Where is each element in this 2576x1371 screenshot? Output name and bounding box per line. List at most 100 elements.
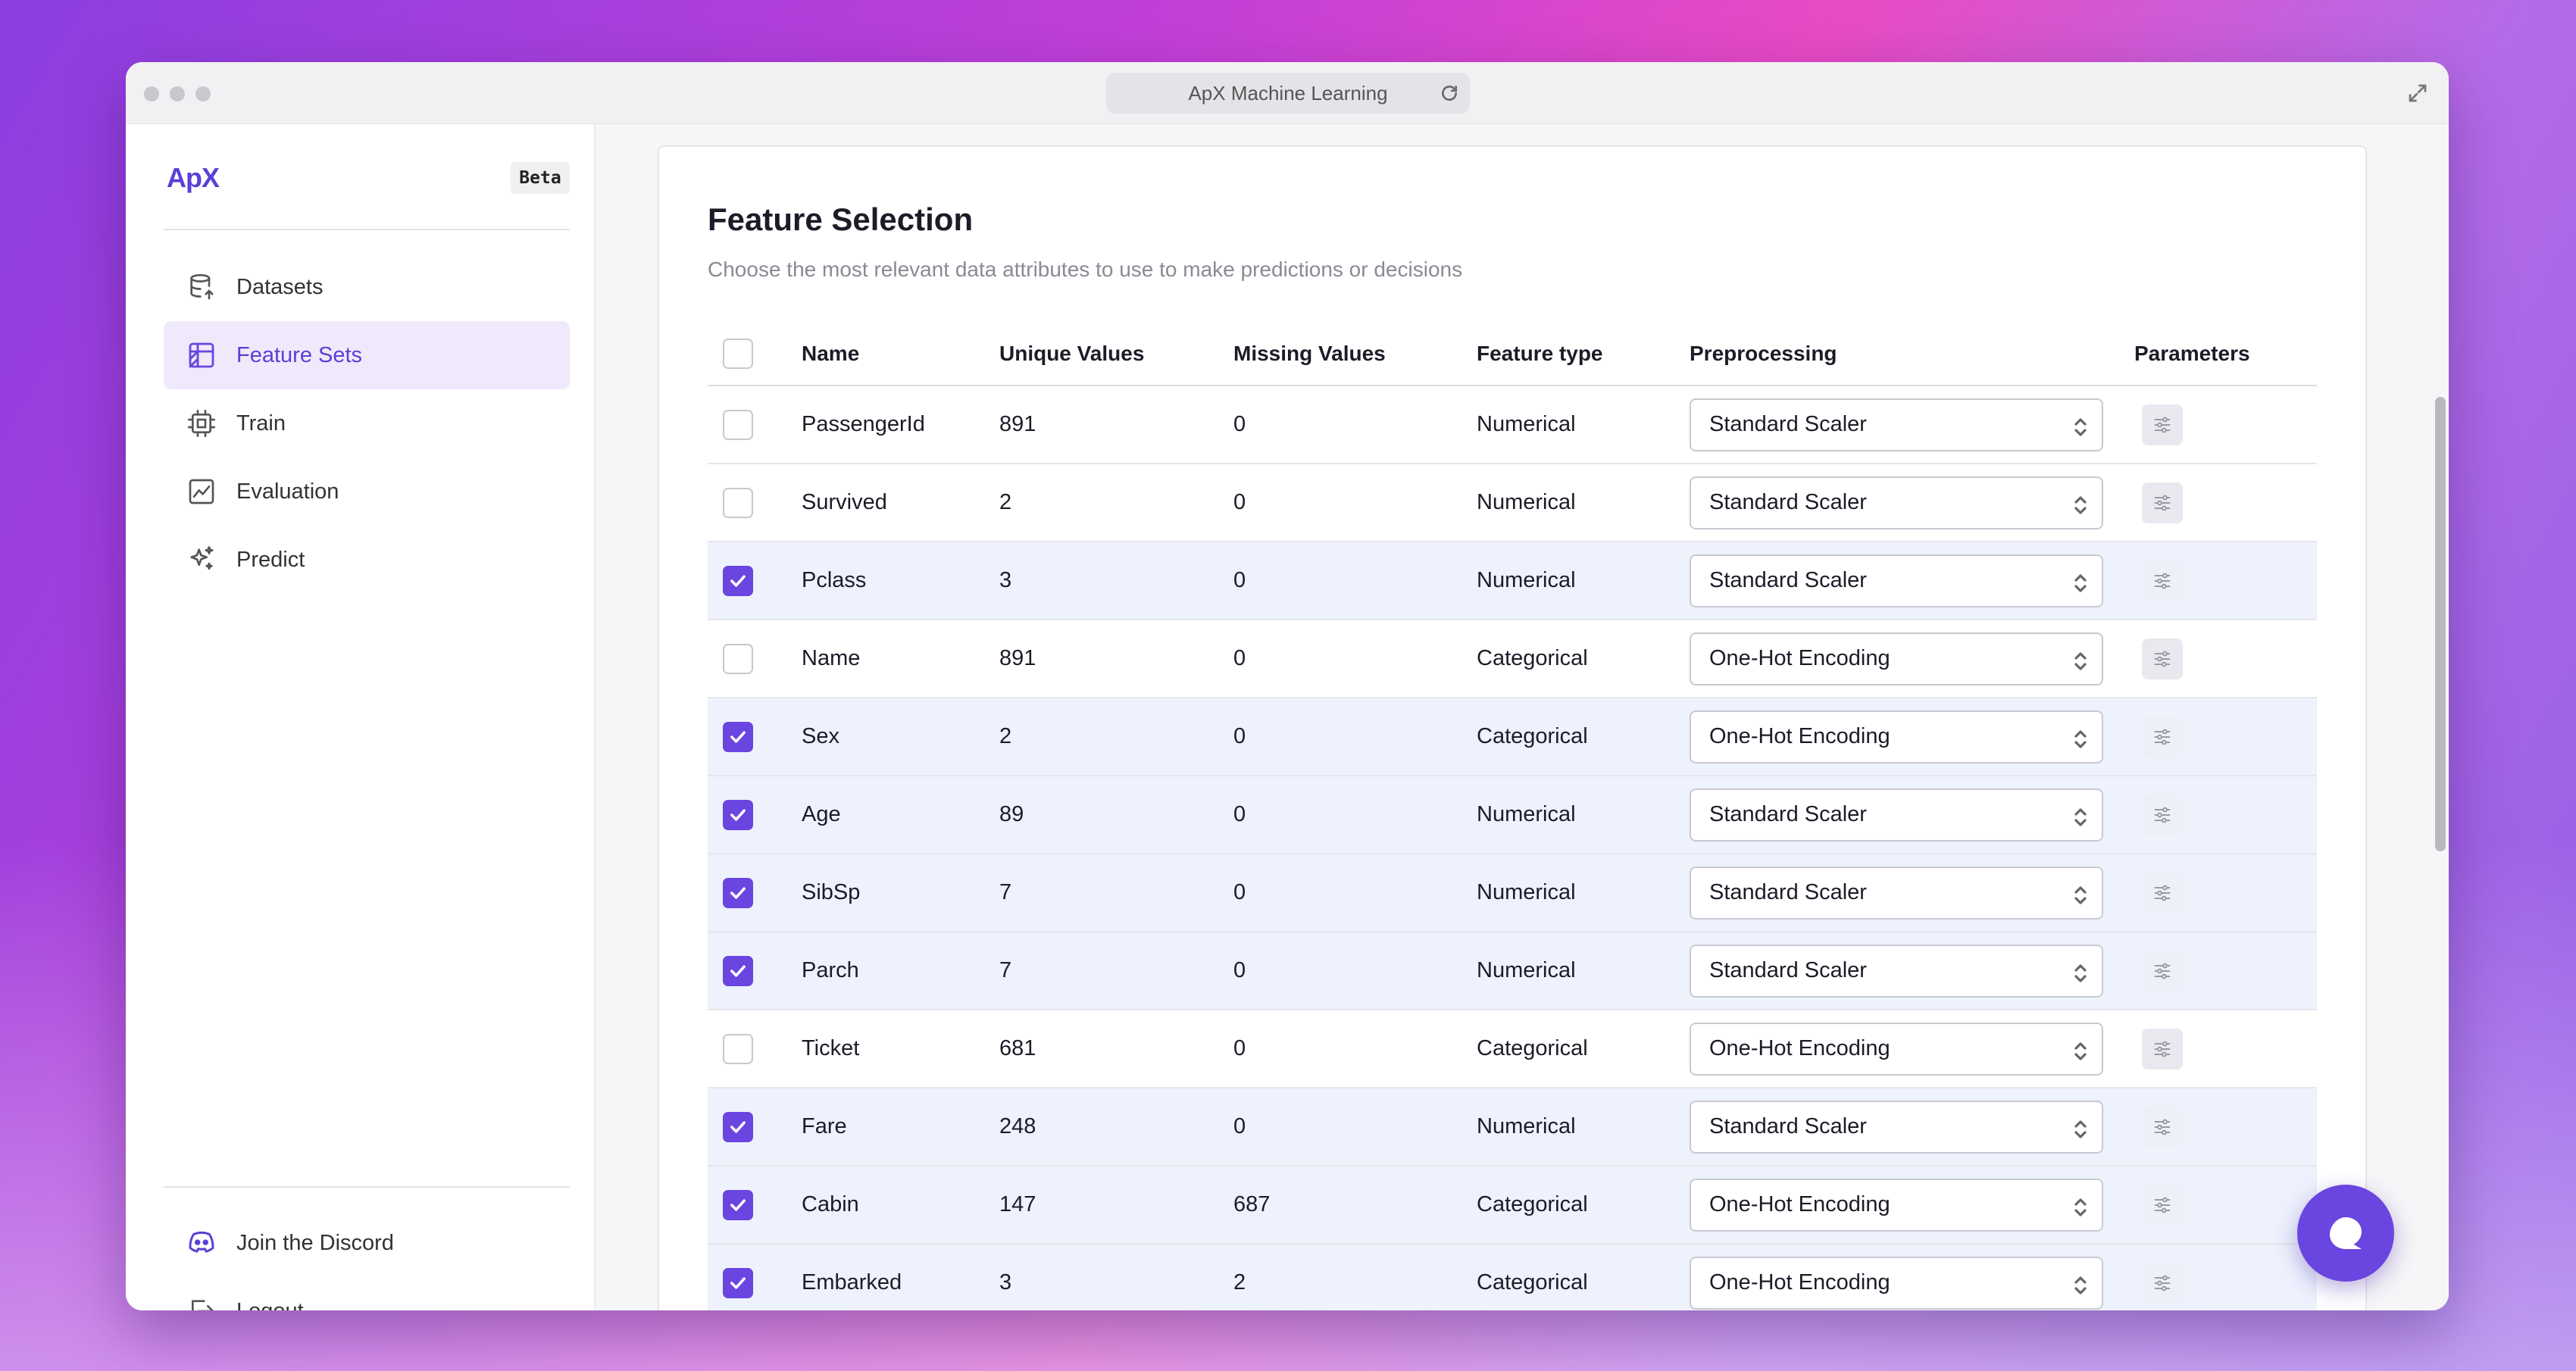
unique-values: 7 [999,880,1012,904]
sidebar-item-feature-sets[interactable]: Feature Sets [164,321,570,389]
parameters-button[interactable] [2142,716,2183,757]
join-discord-link[interactable]: Join the Discord [164,1209,570,1277]
parameters-button[interactable] [2142,482,2183,523]
preprocessing-value: One-Hot Encoding [1709,1036,1890,1060]
preprocessing-select[interactable]: Standard Scaler [1690,476,2103,529]
feature-name: Cabin [802,1192,859,1216]
feature-type: Categorical [1477,646,1588,670]
missing-values: 0 [1233,568,1246,592]
sidebar-item-predict[interactable]: Predict [164,526,570,594]
parameters-button[interactable] [2142,872,2183,913]
select-all-checkbox[interactable] [723,339,753,369]
parameters-button[interactable] [2142,1262,2183,1304]
brand-logo[interactable]: ApX [167,162,220,193]
feature-name: Survived [802,490,887,514]
preprocessing-value: Standard Scaler [1709,568,1867,592]
parameters-button[interactable] [2142,560,2183,601]
preprocessing-value: Standard Scaler [1709,1114,1867,1138]
missing-values: 0 [1233,1036,1246,1060]
preprocessing-select[interactable]: Standard Scaler [1690,398,2103,451]
close-window-button[interactable] [144,86,159,101]
unique-values: 248 [999,1114,1036,1138]
address-title: ApX Machine Learning [1188,81,1388,105]
table-row: Survived 2 0 Numerical Standard Scaler [708,464,2317,542]
reload-icon[interactable] [1440,83,1459,103]
main-content: Feature Selection Choose the most releva… [596,124,2449,1310]
preprocessing-select[interactable]: One-Hot Encoding [1690,1178,2103,1232]
browser-window: ApX Machine Learning ApX Beta Datasets [126,62,2449,1310]
table-row: Age 89 0 Numerical Standard Scaler [708,776,2317,854]
preprocessing-select[interactable]: Standard Scaler [1690,1100,2103,1154]
header-preprocessing: Preprocessing [1690,342,1837,365]
minimize-window-button[interactable] [170,86,185,101]
preprocessing-select[interactable]: One-Hot Encoding [1690,1022,2103,1076]
missing-values: 2 [1233,1270,1246,1294]
parameters-button[interactable] [2142,404,2183,445]
feature-name: Sex [802,724,839,748]
zoom-window-button[interactable] [195,86,211,101]
feature-type: Numerical [1477,880,1576,904]
preprocessing-select[interactable]: One-Hot Encoding [1690,710,2103,764]
chevron-up-down-icon [2074,1042,2087,1060]
parameters-button[interactable] [2142,1106,2183,1148]
scrollbar-thumb[interactable] [2435,397,2446,851]
sliders-icon [2154,1119,2171,1135]
preprocessing-select[interactable]: Standard Scaler [1690,866,2103,920]
row-checkbox[interactable] [723,487,753,518]
row-checkbox[interactable] [723,877,753,908]
preprocessing-select[interactable]: One-Hot Encoding [1690,632,2103,686]
expand-icon[interactable] [2406,82,2429,105]
feature-type: Numerical [1477,490,1576,514]
parameters-button[interactable] [2142,1184,2183,1226]
row-checkbox[interactable] [723,565,753,596]
feature-type: Categorical [1477,1270,1588,1294]
row-checkbox[interactable] [723,1033,753,1064]
sidebar-item-evaluation[interactable]: Evaluation [164,458,570,526]
parameters-button[interactable] [2142,638,2183,679]
sidebar-item-train[interactable]: Train [164,389,570,458]
chevron-up-down-icon [2074,495,2087,514]
chevron-up-down-icon [2074,573,2087,592]
scrollbar[interactable] [2431,124,2449,1310]
unique-values: 891 [999,412,1036,436]
feature-type: Categorical [1477,724,1588,748]
missing-values: 0 [1233,490,1246,514]
table-row: Ticket 681 0 Categorical One-Hot Encoding [708,1010,2317,1088]
row-checkbox[interactable] [723,1189,753,1220]
row-checkbox[interactable] [723,799,753,830]
sidebar: ApX Beta Datasets Feature Sets [126,124,596,1310]
feature-table: Name Unique Values Missing Values Featur… [708,323,2317,1310]
sidebar-item-datasets[interactable]: Datasets [164,253,570,321]
row-checkbox[interactable] [723,643,753,674]
feature-type: Categorical [1477,1192,1588,1216]
parameters-button[interactable] [2142,794,2183,835]
preprocessing-value: One-Hot Encoding [1709,1270,1890,1294]
missing-values: 0 [1233,958,1246,982]
parameters-button[interactable] [2142,1028,2183,1070]
row-checkbox[interactable] [723,955,753,986]
chevron-up-down-icon [2074,1276,2087,1294]
preprocessing-value: Standard Scaler [1709,490,1867,514]
feature-type: Numerical [1477,1114,1576,1138]
missing-values: 0 [1233,1114,1246,1138]
missing-values: 0 [1233,880,1246,904]
feature-name: PassengerId [802,412,925,436]
table-row: Pclass 3 0 Numerical Standard Scaler [708,542,2317,620]
unique-values: 2 [999,490,1012,514]
row-checkbox[interactable] [723,1111,753,1142]
header-name: Name [802,342,860,365]
parameters-button[interactable] [2142,950,2183,992]
chat-button[interactable] [2297,1185,2394,1282]
row-checkbox[interactable] [723,1267,753,1298]
preprocessing-select[interactable]: Standard Scaler [1690,788,2103,842]
row-checkbox[interactable] [723,409,753,440]
row-checkbox[interactable] [723,721,753,752]
preprocessing-select[interactable]: Standard Scaler [1690,944,2103,998]
sidebar-divider [164,229,570,230]
table-row: Parch 7 0 Numerical Standard Scaler [708,932,2317,1010]
preprocessing-select[interactable]: Standard Scaler [1690,554,2103,607]
logout-link[interactable]: Logout [164,1277,570,1310]
address-bar[interactable]: ApX Machine Learning [1106,73,1470,114]
unique-values: 891 [999,646,1036,670]
preprocessing-select[interactable]: One-Hot Encoding [1690,1256,2103,1310]
